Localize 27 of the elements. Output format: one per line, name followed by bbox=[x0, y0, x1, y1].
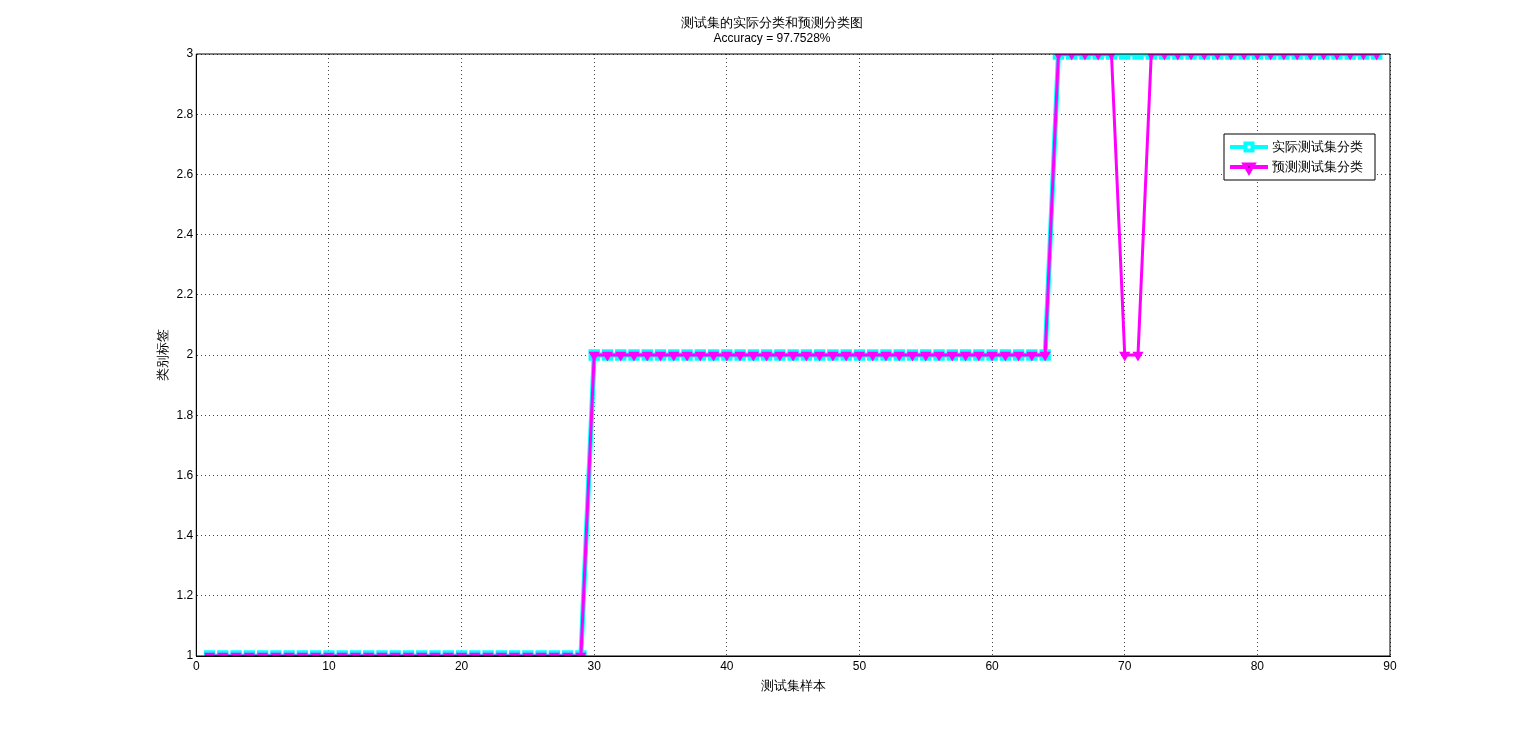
x-tick-label: 50 bbox=[852, 658, 867, 673]
x-tick-label: 0 bbox=[192, 658, 200, 673]
y-tick-label: 1.8 bbox=[176, 407, 194, 422]
x-tick-label: 10 bbox=[322, 658, 336, 673]
y-tick-label: 1.4 bbox=[176, 527, 194, 542]
chart-subtitle: Accuracy = 97.7528% bbox=[713, 31, 831, 46]
x-tick-label: 40 bbox=[720, 658, 734, 673]
y-tick-label: 2.8 bbox=[176, 106, 194, 121]
y-tick-label: 2.4 bbox=[176, 226, 194, 241]
x-tick-label: 30 bbox=[587, 658, 602, 673]
y-tick-label: 2.2 bbox=[176, 287, 194, 302]
y-tick-label: 1.2 bbox=[176, 588, 194, 603]
x-tick-label: 60 bbox=[985, 658, 1000, 673]
y-tick-label: 1.6 bbox=[176, 467, 194, 482]
x-tick-label: 20 bbox=[454, 658, 469, 673]
y-tick-label: 3 bbox=[186, 46, 194, 61]
x-tick-label: 90 bbox=[1383, 658, 1397, 673]
legend-label: 预测测试集分类 bbox=[1272, 158, 1363, 174]
x-tick-label: 70 bbox=[1118, 658, 1132, 673]
x-tick-label: 80 bbox=[1250, 658, 1265, 673]
y-tick-label: 2 bbox=[186, 347, 194, 362]
y-axis-title: 类别标签 bbox=[155, 329, 171, 381]
legend-label: 实际测试集分类 bbox=[1272, 138, 1363, 154]
y-tick-label: 1 bbox=[186, 648, 194, 663]
y-tick-label: 2.6 bbox=[176, 166, 194, 181]
x-axis-title: 测试集样本 bbox=[760, 677, 826, 693]
chart-title: 测试集的实际分类和预测分类图 bbox=[681, 15, 863, 31]
